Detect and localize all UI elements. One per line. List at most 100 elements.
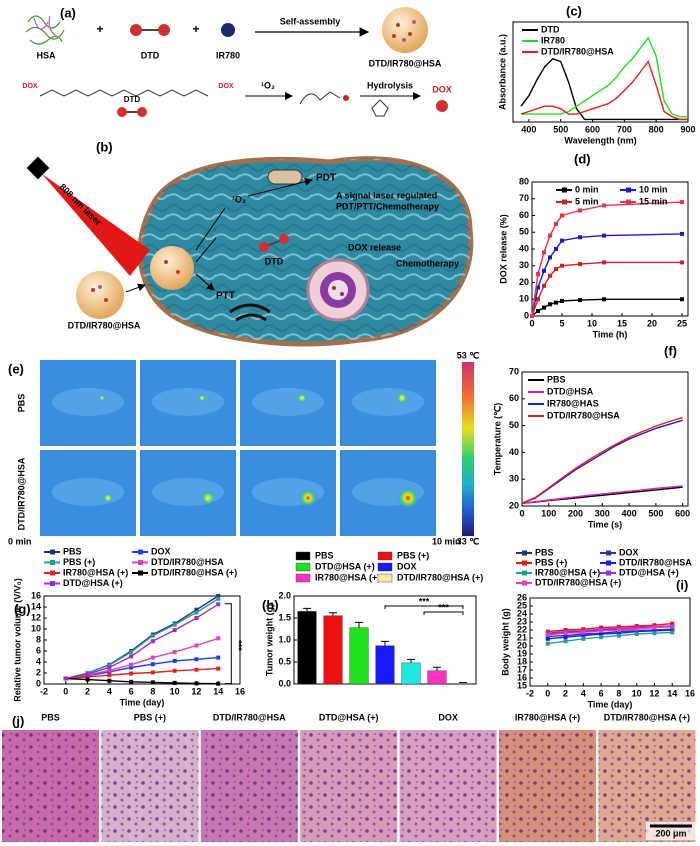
series-line [521,36,688,118]
point [150,633,155,638]
panel-label: (f) [664,343,677,358]
point [560,263,564,268]
annotation: *** [438,602,449,612]
point [652,631,657,636]
y-tick-label: 20 [519,277,529,287]
point [216,596,221,601]
point [560,238,564,243]
hot-spot [103,493,113,503]
series-line [547,625,673,634]
point [542,268,546,273]
x-tick-label: 0 [545,688,550,698]
point [129,679,134,684]
point [150,662,155,667]
legend-swatch [295,573,311,583]
point [542,305,546,310]
x-tick-label: 12 [191,686,201,696]
point [578,208,582,213]
dox-dot [343,95,349,101]
point [581,633,586,638]
point [530,314,534,318]
dtd-icon [259,234,289,252]
hot-spot [198,394,206,402]
legend-label: PBS (+) [63,557,95,567]
image-label: PBS [41,712,60,722]
point [680,231,684,236]
legend-swatch [377,562,393,572]
point [85,672,90,677]
x-tick-label: 300 [595,508,610,518]
legend-label: PBS (+) [535,557,567,567]
series-line [547,628,673,638]
y-tick-label: 0.5 [278,656,291,666]
point [554,247,558,251]
y-tick-label: 26 [517,592,527,602]
panel-b: (b) 808 nm laser DTD/IR780@HSA ¹O₂ PDT P… [26,139,474,347]
nanoparticle-icon [76,271,124,319]
x-tick-label: 16 [685,688,695,698]
label-hsa: HSA [36,50,56,60]
row-label: PBS [16,394,26,413]
tumor-cell [306,258,370,322]
mouse-shape [152,388,224,416]
point [216,594,221,598]
dtd-icon [130,24,170,36]
series-line [520,60,688,121]
label-dtd-structure: DTD [124,95,141,104]
caption-line: A signal laser regulated [336,190,437,200]
point [172,658,177,663]
x-tick-label: 2 [85,686,90,696]
x-tick-label: 8 [150,686,155,696]
legend-swatch [295,551,311,561]
point [545,636,550,641]
legend-marker [138,560,143,565]
image-label: DTD/IR780@HSA (+) [604,712,690,722]
significance-bracket [224,603,232,684]
point [563,635,568,640]
error-bar [329,612,337,616]
y-tick-label: 15 [517,680,527,690]
point [581,630,586,635]
label-singlet-oxygen: ¹O₂ [261,80,275,90]
point [536,297,540,302]
y-tick-label: 6 [36,645,41,655]
hot-spot [201,491,215,505]
point [107,663,112,668]
legend-label: IR780@HSA (+) [63,567,128,577]
label-laser: 808 nm laser [58,182,104,228]
histology-texture [200,730,298,842]
series-line [521,485,683,504]
histology-texture [499,730,596,842]
point [194,681,199,686]
y-tick-label: 30 [519,260,529,270]
point [216,636,221,641]
point [634,627,639,632]
point [150,655,155,660]
point [548,302,552,307]
point [578,298,582,303]
x-tick-label: 4 [107,686,112,696]
point [680,260,684,265]
point [578,235,582,240]
point [172,650,177,655]
plot-frame [529,597,691,687]
error-bar [355,621,363,628]
label-self-assembly: Self-assembly [280,16,341,26]
y-tick-label: 50 [509,420,519,430]
y-tick-label: 18 [517,656,527,666]
point [194,643,199,648]
point [652,628,657,633]
y-tick-label: 4 [36,656,41,666]
significance-bracket [423,611,464,615]
y-tick-label: 22 [517,624,527,634]
y-tick-label: 20 [509,500,519,510]
bar [453,682,473,685]
x-tick-label: 20 [647,318,657,328]
x-tick-label: 600 [675,508,690,518]
y-tick-label: 19 [517,648,527,658]
protein-icon [25,15,65,45]
point [542,283,546,288]
legend-label: DTD@HSA [547,386,594,396]
y-tick-label: 80 [519,176,529,186]
